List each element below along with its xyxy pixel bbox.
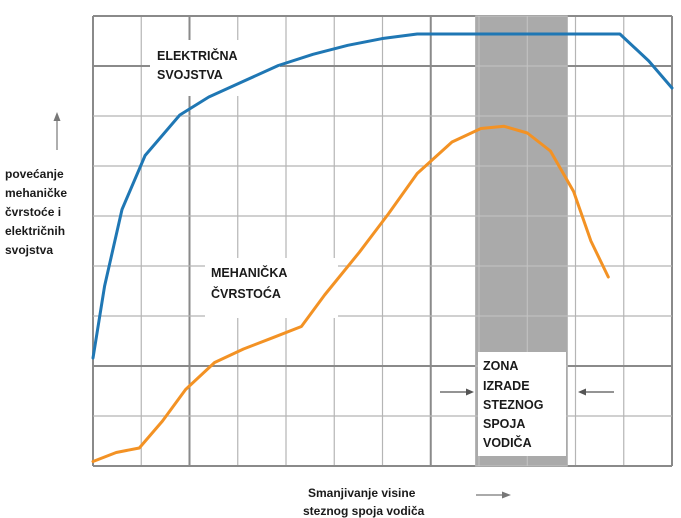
x-axis-right-arrow-icon (476, 491, 511, 499)
zone-right-arrow-icon (578, 388, 614, 396)
y-axis-up-arrow-icon (53, 112, 61, 150)
electrical-properties-line (91, 32, 674, 360)
electrical-label-box (150, 40, 280, 96)
x-axis-label: Smanjivanje visine steznog spoja vodiča (303, 486, 425, 518)
grid (92, 15, 673, 467)
mechanical-strength-line (91, 124, 610, 463)
electrical-series-label: ELEKTRIČNA SVOJSTVA (157, 48, 241, 82)
y-axis-label: povećanje mehaničke čvrstoće i električn… (5, 167, 70, 257)
zone-label-box (478, 352, 566, 456)
zone-label: ZONA IZRADE STEZNOG SPOJA VODIČA (483, 359, 547, 450)
mechanical-series-label: MEHANIČKA ČVRSTOĆA (211, 265, 290, 301)
zone-left-arrow-icon (440, 388, 474, 396)
